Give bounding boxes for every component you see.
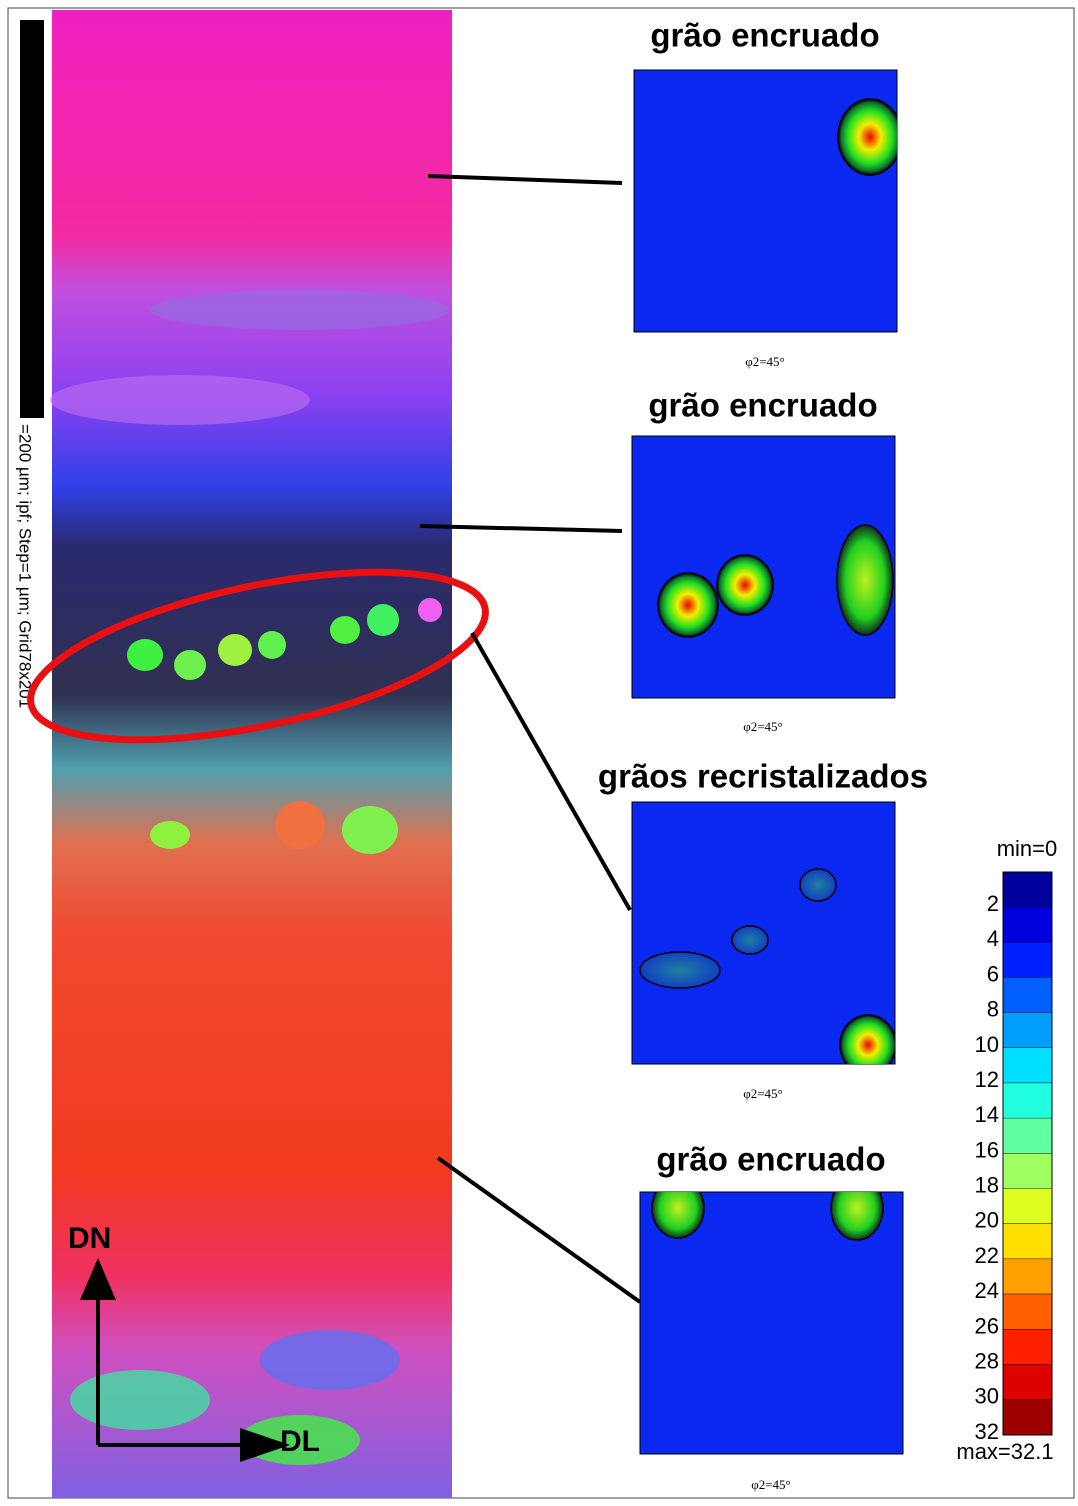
panel-caption: φ2=45° <box>743 1086 783 1101</box>
colorbar-segment <box>1003 1294 1052 1329</box>
scale-bar-label: =200 µm; ipf; Step=1 µm; Grid78x201 <box>16 424 35 708</box>
panel-title: grão encruado <box>650 17 879 54</box>
colorbar-segment <box>1003 1013 1052 1048</box>
colorbar-tick-label: 26 <box>975 1313 999 1338</box>
colorbar-segment <box>1003 1365 1052 1400</box>
odf-panels: grão encruado φ2=45° grão encruado φ2=45° gr… <box>598 17 928 1492</box>
colorbar-tick-label: 6 <box>987 961 999 986</box>
grain <box>260 1330 400 1390</box>
colorbar-segment <box>1003 1083 1052 1118</box>
colorbar-tick-label: 2 <box>987 891 999 916</box>
panel-title: grão encruado <box>656 1141 885 1178</box>
panel-caption: φ2=45° <box>745 354 785 369</box>
colorbar-tick-label: 30 <box>975 1384 999 1409</box>
colorbar-segment <box>1003 1154 1052 1189</box>
grain <box>275 801 325 849</box>
colorbar-tick-label: 10 <box>975 1032 999 1057</box>
grain <box>50 375 310 425</box>
colorbar-segment <box>1003 872 1052 907</box>
colorbar-tick-label: 8 <box>987 997 999 1022</box>
connectors <box>420 176 640 1302</box>
colorbar-segment <box>1003 1118 1052 1153</box>
grain <box>418 598 442 622</box>
colorbar-tick-label: 20 <box>975 1208 999 1233</box>
colorbar-segment <box>1003 1189 1052 1224</box>
intensity-peak <box>840 1015 896 1075</box>
intensity-peak <box>640 952 720 988</box>
intensity-peak <box>652 1178 704 1238</box>
grain <box>70 1370 210 1430</box>
colorbar-tick-label: 24 <box>975 1278 999 1303</box>
colorbar-segment <box>1003 942 1052 977</box>
grain <box>330 616 360 644</box>
dn-label: DN <box>68 1222 111 1255</box>
grain <box>342 806 398 854</box>
colorbar-tick-label: 4 <box>987 926 999 951</box>
colorbar-segment <box>1003 1400 1052 1435</box>
intensity-peak <box>732 926 768 954</box>
colorbar: min=0 max=32.1 2468101214161820222426283… <box>956 836 1057 1464</box>
colorbar-segment <box>1003 1259 1052 1294</box>
colorbar-segment <box>1003 907 1052 942</box>
intensity-peak <box>717 555 773 615</box>
colorbar-tick-label: 22 <box>975 1243 999 1268</box>
colorbar-tick-label: 16 <box>975 1137 999 1162</box>
grain <box>174 650 206 680</box>
intensity-peak <box>837 525 893 635</box>
colorbar-tick-label: 18 <box>975 1173 999 1198</box>
intensity-peak <box>658 573 718 637</box>
intensity-peak <box>831 1176 883 1240</box>
grain <box>258 631 286 659</box>
colorbar-tick-label: 12 <box>975 1067 999 1092</box>
dl-label: DL <box>280 1425 320 1458</box>
colorbar-max: max=32.1 <box>956 1439 1053 1464</box>
grain <box>150 821 190 849</box>
colorbar-tick-label: 32 <box>975 1419 999 1444</box>
grain <box>218 634 252 666</box>
orientation-map <box>50 10 452 1498</box>
colorbar-segment <box>1003 1329 1052 1364</box>
panel-caption: φ2=45° <box>743 719 783 734</box>
panel-title: grãos recristalizados <box>598 758 928 795</box>
intensity-peak <box>800 869 836 901</box>
colorbar-segment <box>1003 1048 1052 1083</box>
intensity-peak <box>838 99 902 175</box>
scale-bar <box>20 20 44 418</box>
colorbar-segment <box>1003 1224 1052 1259</box>
panel-title: grão encruado <box>648 387 877 424</box>
grain <box>150 290 450 330</box>
map <box>52 10 452 1498</box>
figure: =200 µm; ipf; Step=1 µm; Grid78x201 DN D… <box>0 0 1078 1501</box>
panel-caption: φ2=45° <box>751 1477 791 1492</box>
colorbar-tick-label: 14 <box>975 1102 999 1127</box>
colorbar-segment <box>1003 978 1052 1013</box>
colorbar-min: min=0 <box>997 836 1058 861</box>
grain <box>367 604 399 636</box>
colorbar-tick-label: 28 <box>975 1348 999 1373</box>
grain <box>127 639 163 671</box>
